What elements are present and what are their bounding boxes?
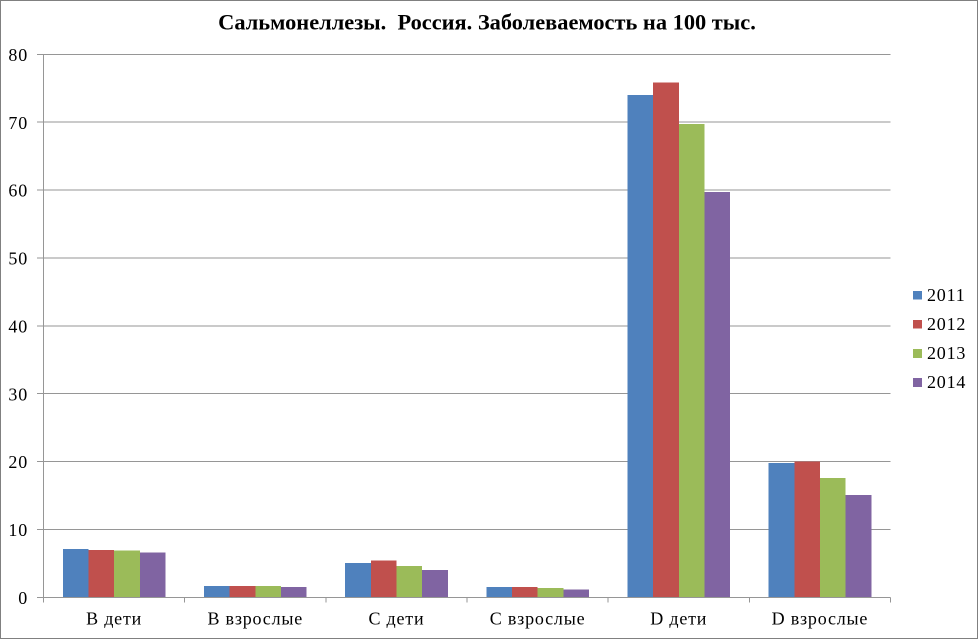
svg-text:50: 50 [8,249,28,269]
svg-text:С дети: С дети [368,608,424,628]
svg-text:80: 80 [8,45,28,65]
svg-text:60: 60 [8,181,28,201]
svg-text:2014: 2014 [927,372,966,392]
svg-text:20: 20 [8,452,28,472]
svg-text:30: 30 [8,384,28,404]
svg-text:С взрослые: С взрослые [490,608,586,628]
svg-text:2011: 2011 [927,285,966,305]
svg-text:0: 0 [18,588,28,608]
svg-text:70: 70 [8,113,28,133]
svg-text:D дети: D дети [650,608,707,628]
svg-text:2012: 2012 [927,314,966,334]
svg-text:40: 40 [8,316,28,336]
svg-text:В дети: В дети [86,608,142,628]
svg-text:2013: 2013 [927,343,966,363]
svg-text:D взрослые: D взрослые [772,608,869,628]
svg-text:10: 10 [8,520,28,540]
svg-text:Сальмонеллезы. Россия. Заболе: Сальмонеллезы. Россия. Заболеваемость на… [218,9,756,34]
svg-text:В взрослые: В взрослые [207,608,303,628]
